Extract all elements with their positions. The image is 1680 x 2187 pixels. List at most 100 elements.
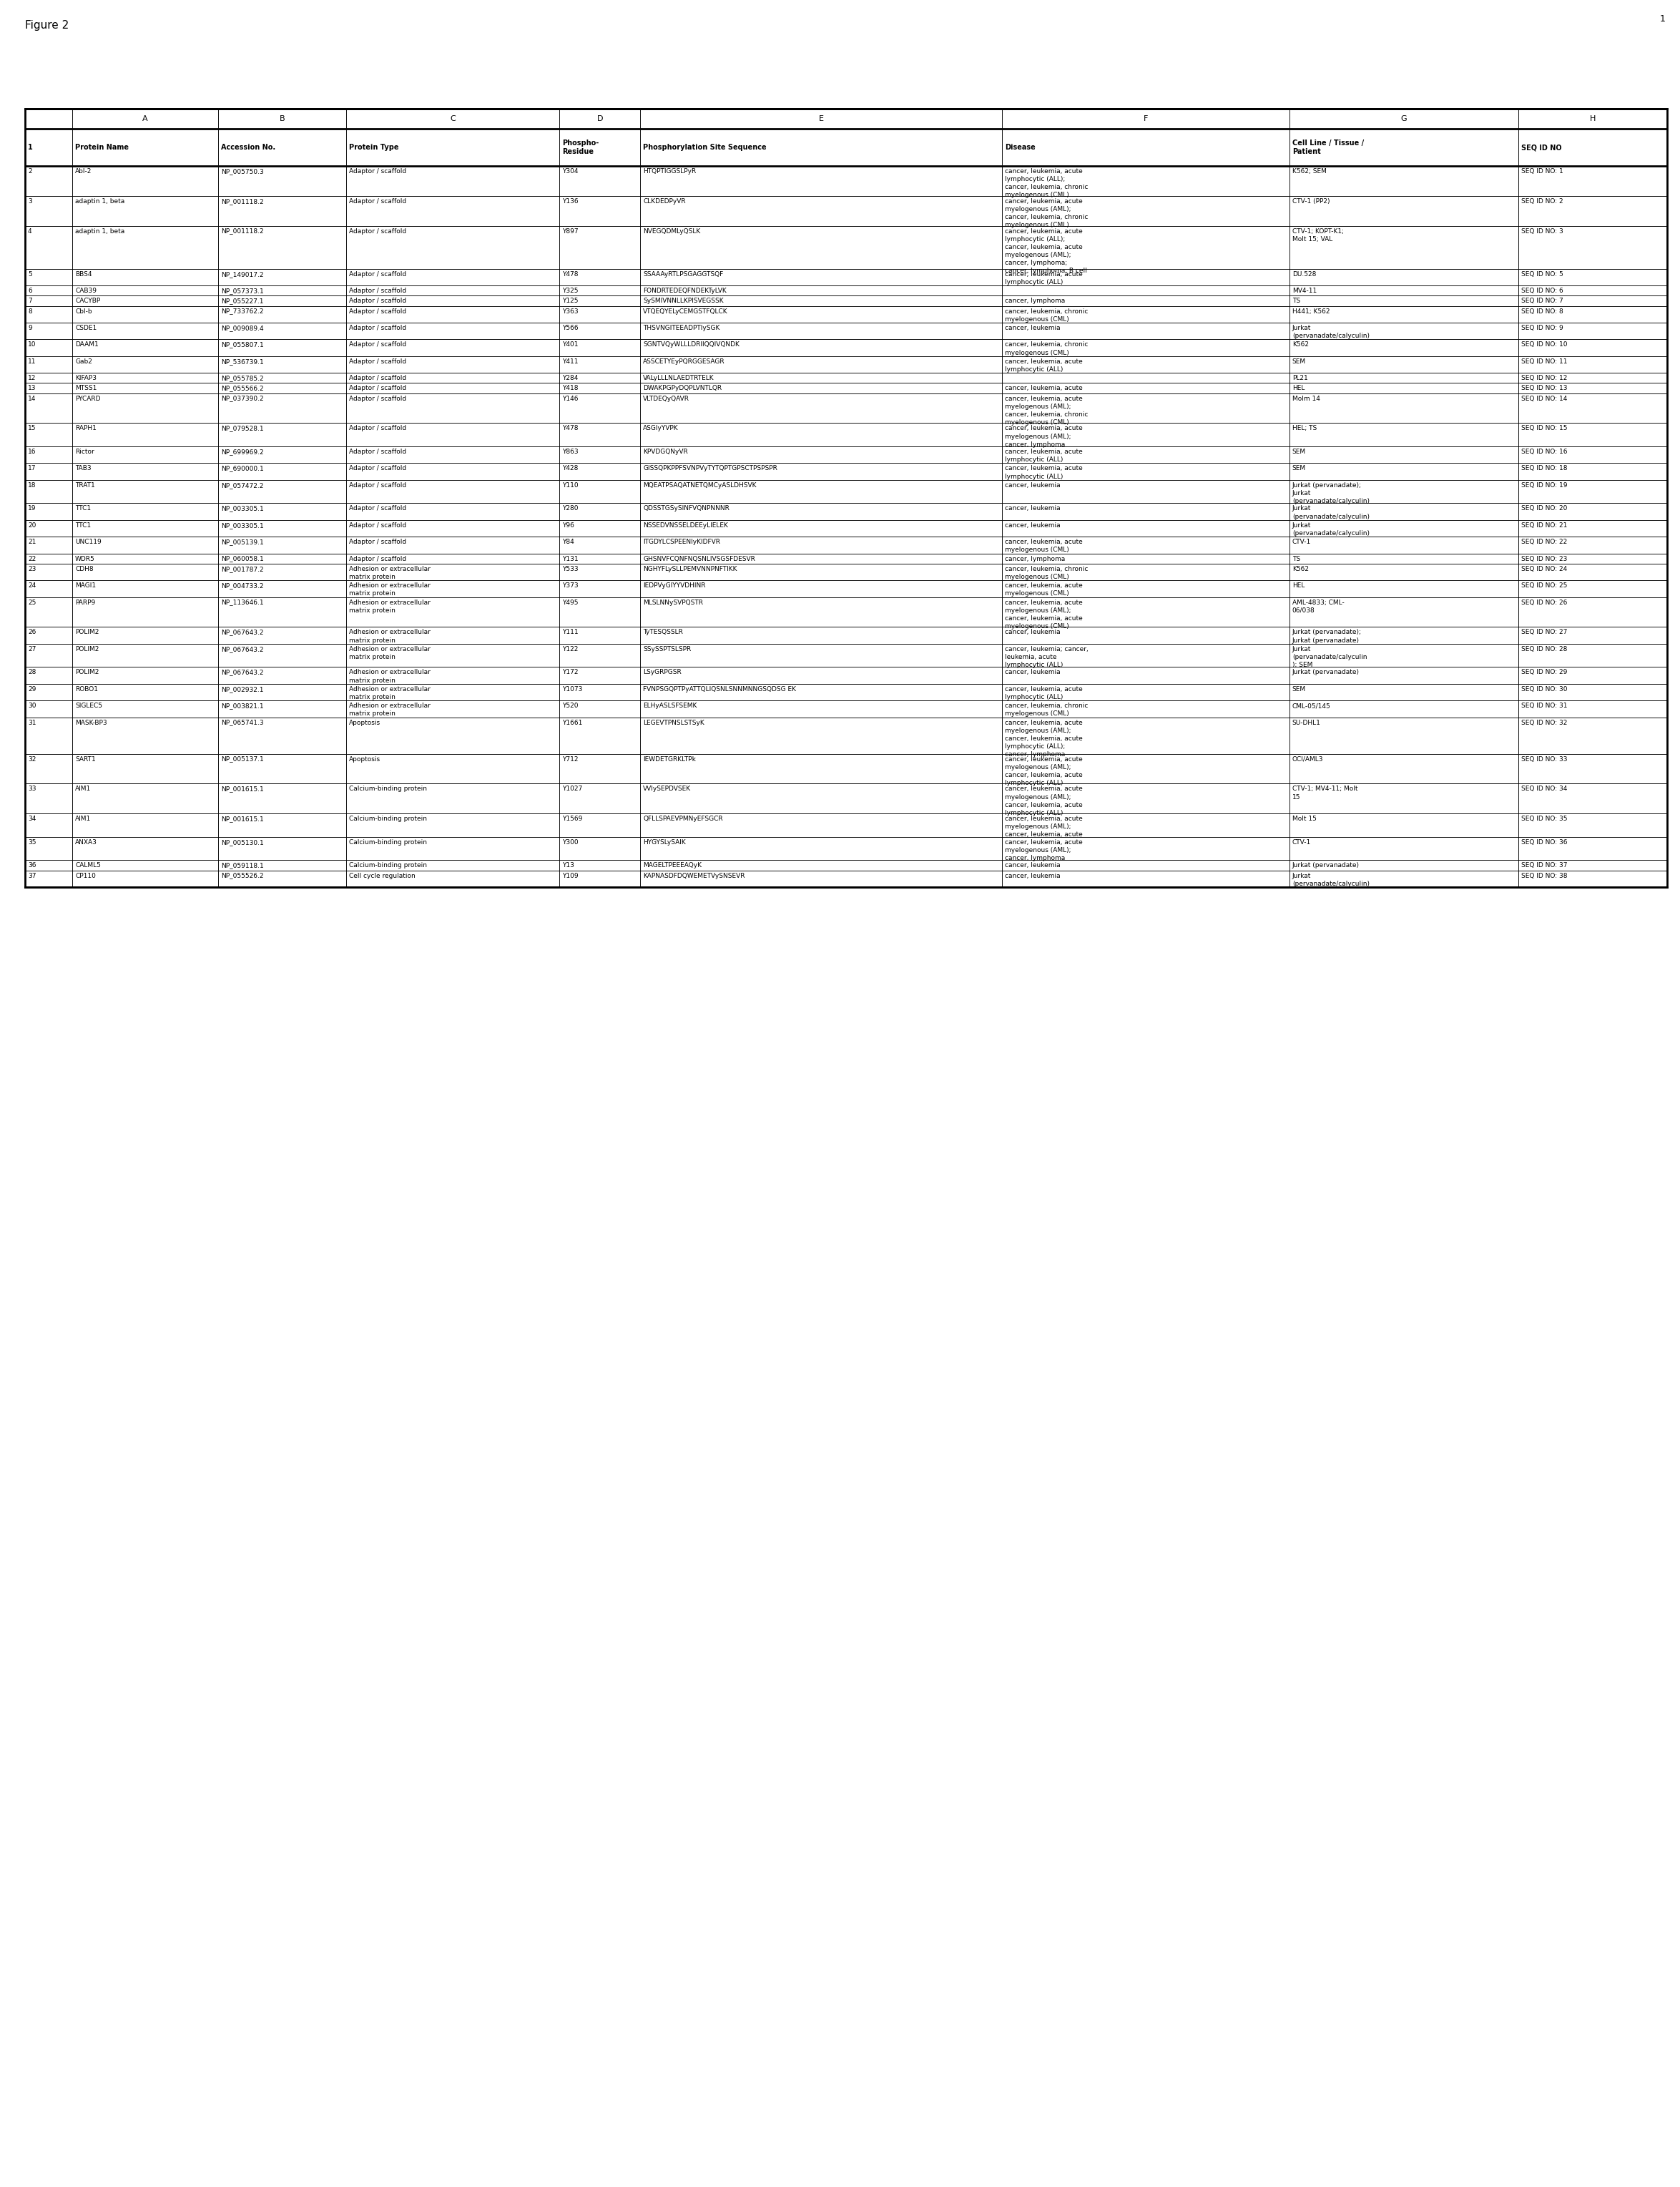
Text: Protein Type: Protein Type xyxy=(349,144,398,151)
Text: SEQ ID NO: 12: SEQ ID NO: 12 xyxy=(1522,374,1567,381)
Text: Figure 2: Figure 2 xyxy=(25,20,69,31)
Text: Adaptor / scaffold: Adaptor / scaffold xyxy=(349,555,407,562)
Text: cancer, leukemia, acute
myelogenous (AML);
cancer, lymphoma: cancer, leukemia, acute myelogenous (AML… xyxy=(1005,424,1082,448)
Text: 21: 21 xyxy=(29,538,35,545)
Text: Y125: Y125 xyxy=(563,297,578,304)
Text: AIM1: AIM1 xyxy=(76,816,91,822)
Text: SEQ ID NO: 7: SEQ ID NO: 7 xyxy=(1522,297,1564,304)
Text: MLSLNNySVPQSTR: MLSLNNySVPQSTR xyxy=(643,599,704,606)
Text: SIGLEC5: SIGLEC5 xyxy=(76,702,102,709)
Text: Calcium-binding protein: Calcium-binding protein xyxy=(349,785,427,792)
Text: Phosphorylation Site Sequence: Phosphorylation Site Sequence xyxy=(643,144,766,151)
Text: POLIM2: POLIM2 xyxy=(76,630,99,636)
Text: Adaptor / scaffold: Adaptor / scaffold xyxy=(349,374,407,381)
Text: VALyLLLNLAEDTRTELK: VALyLLLNLAEDTRTELK xyxy=(643,374,714,381)
Text: Adaptor / scaffold: Adaptor / scaffold xyxy=(349,168,407,175)
Text: Y897: Y897 xyxy=(563,227,578,234)
Text: 7: 7 xyxy=(29,297,32,304)
Text: SEQ ID NO: 6: SEQ ID NO: 6 xyxy=(1522,289,1564,295)
Text: TTC1: TTC1 xyxy=(76,505,91,512)
Text: TRAT1: TRAT1 xyxy=(76,481,96,488)
Text: cancer, leukemia: cancer, leukemia xyxy=(1005,873,1060,879)
Text: Adaptor / scaffold: Adaptor / scaffold xyxy=(349,481,407,488)
Text: Adaptor / scaffold: Adaptor / scaffold xyxy=(349,448,407,455)
Text: SEQ ID NO: 29: SEQ ID NO: 29 xyxy=(1522,669,1567,676)
Text: CTV-1; KOPT-K1;
Molt 15; VAL: CTV-1; KOPT-K1; Molt 15; VAL xyxy=(1292,227,1344,243)
Text: E: E xyxy=(818,116,823,122)
Text: SEQ ID NO: 14: SEQ ID NO: 14 xyxy=(1522,396,1567,402)
Text: Adaptor / scaffold: Adaptor / scaffold xyxy=(349,199,407,203)
Text: cancer, leukemia, acute
lymphocytic (ALL): cancer, leukemia, acute lymphocytic (ALL… xyxy=(1005,448,1082,464)
Text: Y96: Y96 xyxy=(563,523,575,529)
Text: 1: 1 xyxy=(29,144,32,151)
Text: 9: 9 xyxy=(29,326,32,330)
Text: cancer, leukemia, acute
lymphocytic (ALL);
cancer, leukemia, chronic
myelogenous: cancer, leukemia, acute lymphocytic (ALL… xyxy=(1005,168,1089,199)
Text: Calcium-binding protein: Calcium-binding protein xyxy=(349,862,427,868)
Text: 14: 14 xyxy=(29,396,35,402)
Text: NP_001615.1: NP_001615.1 xyxy=(220,816,264,822)
Text: SEQ ID NO: 20: SEQ ID NO: 20 xyxy=(1522,505,1567,512)
Text: K562: K562 xyxy=(1292,566,1309,573)
Text: 11: 11 xyxy=(29,359,35,365)
Text: CTV-1; MV4-11; Molt
15: CTV-1; MV4-11; Molt 15 xyxy=(1292,785,1357,800)
Text: VLTDEQyQAVR: VLTDEQyQAVR xyxy=(643,396,690,402)
Text: CACYBP: CACYBP xyxy=(76,297,101,304)
Text: NP_067643.2: NP_067643.2 xyxy=(220,645,264,652)
Text: SEQ ID NO: 33: SEQ ID NO: 33 xyxy=(1522,757,1567,763)
Text: SEQ ID NO: 38: SEQ ID NO: 38 xyxy=(1522,873,1567,879)
Text: Y478: Y478 xyxy=(563,424,578,431)
Text: Jurkat (pervanadate);
Jurkat
(pervanadate/calyculin): Jurkat (pervanadate); Jurkat (pervanadat… xyxy=(1292,481,1369,505)
Text: 28: 28 xyxy=(29,669,35,676)
Text: Adaptor / scaffold: Adaptor / scaffold xyxy=(349,341,407,348)
Text: NP_005130.1: NP_005130.1 xyxy=(220,840,264,846)
Text: Y109: Y109 xyxy=(563,873,578,879)
Text: SEQ ID NO: 10: SEQ ID NO: 10 xyxy=(1522,341,1567,348)
Text: Molt 15: Molt 15 xyxy=(1292,816,1317,822)
Text: NP_001615.1: NP_001615.1 xyxy=(220,785,264,792)
Text: NP_055566.2: NP_055566.2 xyxy=(220,385,264,391)
Text: KIFAP3: KIFAP3 xyxy=(76,374,96,381)
Text: K562: K562 xyxy=(1292,341,1309,348)
Text: 31: 31 xyxy=(29,720,35,726)
Text: SEQ ID NO: 27: SEQ ID NO: 27 xyxy=(1522,630,1567,636)
Text: NP_055227.1: NP_055227.1 xyxy=(220,297,264,304)
Text: SSySSPTSLSPR: SSySSPTSLSPR xyxy=(643,645,690,652)
Text: SEM: SEM xyxy=(1292,466,1305,472)
Text: NP_055785.2: NP_055785.2 xyxy=(220,374,264,381)
Text: NP_009089.4: NP_009089.4 xyxy=(220,326,264,330)
Text: 8: 8 xyxy=(29,308,32,315)
Text: BBS4: BBS4 xyxy=(76,271,92,278)
Text: NP_001118.2: NP_001118.2 xyxy=(220,199,264,203)
Text: OCI/AML3: OCI/AML3 xyxy=(1292,757,1324,763)
Text: 18: 18 xyxy=(29,481,35,488)
Text: MASK-BP3: MASK-BP3 xyxy=(76,720,108,726)
Text: cancer, leukemia, acute
lymphocytic (ALL): cancer, leukemia, acute lymphocytic (ALL… xyxy=(1005,466,1082,479)
Text: Y373: Y373 xyxy=(563,582,578,588)
Text: cancer, leukemia, acute: cancer, leukemia, acute xyxy=(1005,385,1082,391)
Text: Adaptor / scaffold: Adaptor / scaffold xyxy=(349,523,407,529)
Text: NP_113646.1: NP_113646.1 xyxy=(220,599,264,606)
Text: TS: TS xyxy=(1292,297,1300,304)
Text: DAAM1: DAAM1 xyxy=(76,341,99,348)
Text: Y520: Y520 xyxy=(563,702,578,709)
Text: cancer, leukemia, chronic
myelogenous (CML): cancer, leukemia, chronic myelogenous (C… xyxy=(1005,341,1089,356)
Text: TS: TS xyxy=(1292,555,1300,562)
Text: CTV-1: CTV-1 xyxy=(1292,538,1310,545)
Text: cancer, leukemia, acute
lymphocytic (ALL): cancer, leukemia, acute lymphocytic (ALL… xyxy=(1005,687,1082,700)
Text: Jurkat (pervanadate): Jurkat (pervanadate) xyxy=(1292,862,1359,868)
Text: SEQ ID NO: 13: SEQ ID NO: 13 xyxy=(1522,385,1567,391)
Text: Abl-2: Abl-2 xyxy=(76,168,92,175)
Text: Adhesion or extracellular
matrix protein: Adhesion or extracellular matrix protein xyxy=(349,630,430,643)
Text: 37: 37 xyxy=(29,873,35,879)
Text: NSSEDVNSSELDEEyLIELEK: NSSEDVNSSELDEEyLIELEK xyxy=(643,523,727,529)
Text: Disease: Disease xyxy=(1005,144,1035,151)
Text: SEQ ID NO: 8: SEQ ID NO: 8 xyxy=(1522,308,1564,315)
Text: NP_003305.1: NP_003305.1 xyxy=(220,505,264,512)
Text: Adaptor / scaffold: Adaptor / scaffold xyxy=(349,271,407,278)
Text: Y495: Y495 xyxy=(563,599,578,606)
Text: Adaptor / scaffold: Adaptor / scaffold xyxy=(349,227,407,234)
Text: Rictor: Rictor xyxy=(76,448,94,455)
Text: cancer, leukemia, acute
myelogenous (AML);
cancer, leukemia, chronic
myelogenous: cancer, leukemia, acute myelogenous (AML… xyxy=(1005,396,1089,426)
Text: NP_037390.2: NP_037390.2 xyxy=(220,396,264,402)
Text: Adaptor / scaffold: Adaptor / scaffold xyxy=(349,297,407,304)
